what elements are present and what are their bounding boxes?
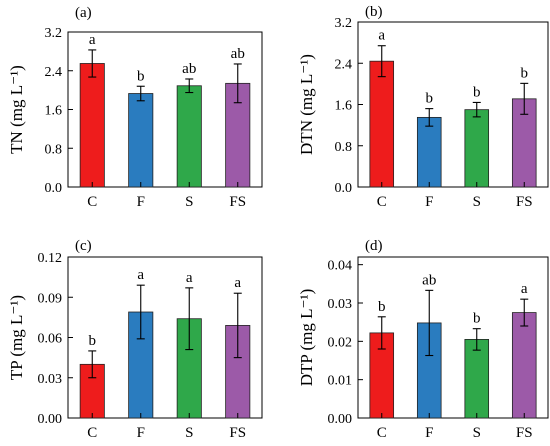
significance-label: a	[137, 267, 144, 283]
x-tick-label: FS	[229, 425, 246, 441]
bar	[369, 60, 395, 188]
chart-panel: 0.0 0.8 1.6 2.4 3.2 a Cb Fb Sb FS (b) DTN (mg L⁻¹)	[297, 4, 549, 210]
chart-panel: 0.0 0.8 1.6 2.4 3.2 a Cb Fab Sab FS (a) TN (mg L⁻¹)	[7, 5, 263, 210]
significance-label: b	[521, 65, 529, 81]
y-tick-label: 0.0	[45, 181, 63, 196]
x-tick-label: FS	[516, 425, 533, 441]
x-tick-label: C	[377, 194, 387, 210]
significance-label: a	[89, 32, 96, 48]
bar	[176, 85, 202, 188]
panel-label: (d)	[365, 238, 383, 254]
x-tick-label: F	[425, 425, 433, 441]
significance-label: b	[473, 311, 481, 327]
x-tick-label: F	[137, 194, 145, 210]
y-tick-label: 0.03	[328, 297, 353, 312]
chart-panel: 0.00 0.01 0.02 0.03 0.04 b Cab Fb Sa FS (d) DTP (mg…	[297, 238, 549, 441]
y-tick-label: 0.06	[38, 332, 63, 347]
significance-label: ab	[422, 272, 436, 288]
significance-label: a	[521, 281, 528, 297]
significance-label: ab	[182, 61, 196, 77]
bar	[79, 63, 105, 188]
y-tick-label: 0.00	[38, 412, 63, 427]
x-tick-label: S	[473, 194, 481, 210]
y-axis-title: TP (mg L⁻¹)	[7, 295, 26, 380]
x-tick-label: S	[185, 425, 193, 441]
x-tick-label: C	[377, 425, 387, 441]
y-tick-label: 0.09	[38, 291, 63, 306]
significance-label: a	[378, 28, 385, 44]
x-tick-label: S	[473, 425, 481, 441]
significance-label: b	[426, 91, 434, 107]
y-axis-title: DTP (mg L⁻¹)	[297, 289, 316, 386]
significance-label: a	[234, 275, 241, 291]
bar	[128, 93, 154, 188]
y-tick-label: 3.2	[335, 16, 353, 31]
x-tick-label: FS	[229, 194, 246, 210]
y-tick-label: 1.6	[335, 99, 353, 114]
x-tick-label: S	[185, 194, 193, 210]
significance-label: a	[186, 270, 193, 286]
chart-panel: 0.00 0.03 0.06 0.09 0.12 b Ca Fa Sa FS (c) TP (mg L…	[7, 238, 263, 441]
panel-label: (c)	[75, 238, 92, 254]
y-tick-label: 3.2	[45, 26, 63, 41]
y-tick-label: 0.8	[335, 140, 353, 155]
y-tick-label: 0.12	[38, 251, 63, 266]
y-tick-label: 0.01	[328, 374, 353, 389]
significance-label: b	[378, 299, 386, 315]
y-tick-label: 2.4	[335, 57, 353, 72]
x-tick-label: FS	[516, 194, 533, 210]
y-axis-title: TN (mg L⁻¹)	[7, 65, 26, 154]
y-tick-label: 2.4	[45, 65, 63, 80]
y-tick-label: 0.03	[38, 372, 63, 387]
x-tick-label: F	[137, 425, 145, 441]
bar	[464, 339, 490, 419]
y-axis-title: DTN (mg L⁻¹)	[297, 54, 316, 155]
bar	[464, 109, 490, 188]
x-tick-label: C	[87, 194, 97, 210]
y-tick-label: 0.04	[328, 259, 353, 274]
y-tick-label: 1.6	[45, 104, 63, 119]
significance-label: b	[137, 68, 145, 84]
plot-frame	[357, 256, 549, 419]
significance-label: ab	[231, 46, 245, 62]
significance-label: b	[473, 84, 481, 100]
bar	[511, 312, 537, 419]
significance-label: b	[89, 333, 97, 349]
x-tick-label: F	[425, 194, 433, 210]
y-tick-label: 0.8	[45, 142, 63, 157]
bar	[416, 116, 442, 188]
panel-label: (a)	[75, 5, 92, 21]
x-tick-label: C	[87, 425, 97, 441]
panel-label: (b)	[365, 4, 383, 20]
y-tick-label: 0.02	[328, 335, 353, 350]
y-tick-label: 0.00	[328, 412, 353, 427]
y-tick-label: 0.0	[335, 181, 353, 196]
